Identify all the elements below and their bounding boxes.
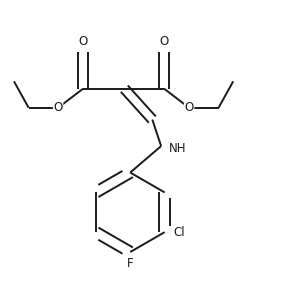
Text: Cl: Cl	[174, 226, 185, 239]
Text: O: O	[53, 101, 63, 114]
Text: F: F	[127, 257, 133, 270]
Text: O: O	[78, 35, 88, 48]
Text: NH: NH	[168, 142, 186, 155]
Text: O: O	[185, 101, 194, 114]
Text: O: O	[159, 35, 169, 48]
